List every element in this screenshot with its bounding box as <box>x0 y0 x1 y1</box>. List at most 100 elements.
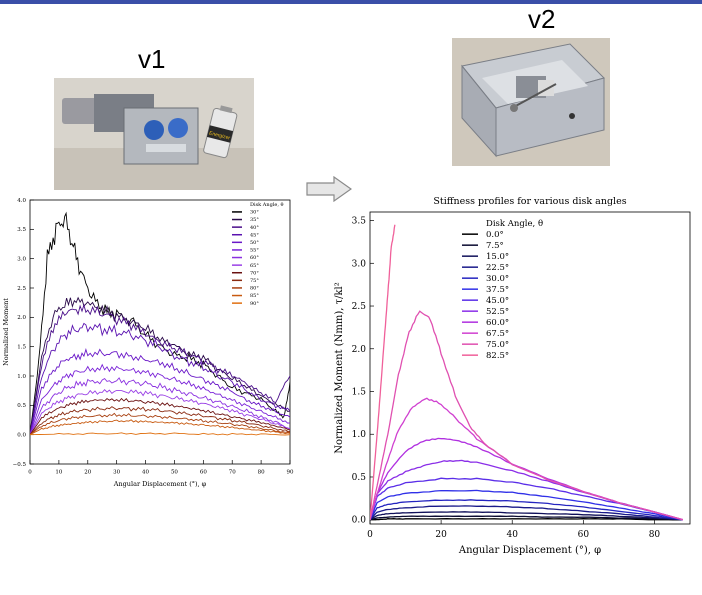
series-line-4 <box>370 505 683 521</box>
battery-label: Energizer <box>208 130 231 141</box>
legend-entry: 60° <box>250 255 259 261</box>
legend-title: Disk Angle, θ <box>486 219 543 229</box>
plot-frame <box>29 199 291 465</box>
x-tick-label: 60 <box>200 470 207 476</box>
x-tick-label: 50 <box>171 470 178 476</box>
series-line-11 <box>30 412 290 436</box>
y-tick-label: −0.5 <box>13 462 27 468</box>
plot-frame <box>369 211 691 525</box>
y-tick-label: 2.5 <box>352 302 367 312</box>
series-line-6 <box>30 363 290 435</box>
legend-entry: 85° <box>250 293 259 299</box>
prototype-photo-v1: Energizer <box>54 78 254 190</box>
series-line-5 <box>30 347 290 435</box>
legend-entry: 65° <box>250 263 259 269</box>
series-line-10 <box>30 406 290 436</box>
y-tick-label: 0.5 <box>17 403 26 409</box>
x-axis-label: Angular Displacement (°), φ <box>113 480 207 488</box>
legend-entry: 22.5° <box>486 263 509 273</box>
y-axis-label: Normalized Moment <box>2 298 10 366</box>
legend-entry: 50° <box>250 240 259 246</box>
legend-entry: 55° <box>250 248 259 254</box>
y-tick-label: 3.5 <box>17 227 26 233</box>
series-line-2 <box>30 296 290 435</box>
series-line-9 <box>30 397 290 435</box>
y-tick-label: 0.0 <box>17 433 26 439</box>
x-tick-label: 30 <box>113 470 120 476</box>
series-line-12 <box>370 224 396 520</box>
x-tick-label: 80 <box>649 530 661 540</box>
title-bar-strip <box>0 0 702 4</box>
legend-entry: 70° <box>250 270 259 276</box>
chart-v2: Stiffness profiles for various disk angl… <box>322 190 702 560</box>
legend-entry: 30.0° <box>486 274 509 284</box>
prototype-photo-v1-icon: Energizer <box>54 78 254 190</box>
y-tick-label: 1.5 <box>352 388 367 398</box>
y-tick-label: 2.0 <box>352 345 367 355</box>
series-line-8 <box>30 389 290 435</box>
x-tick-label: 20 <box>435 530 447 540</box>
legend-entry: 75.0° <box>486 340 509 350</box>
chart-v2-svg: Stiffness profiles for various disk angl… <box>334 196 691 556</box>
x-tick-label: 40 <box>142 470 149 476</box>
x-axis-label: Angular Displacement (°), φ <box>458 545 601 556</box>
x-tick-label: 10 <box>55 470 62 476</box>
series-line-3 <box>370 511 683 521</box>
legend-entry: 45° <box>250 232 259 238</box>
y-tick-label: 0.5 <box>352 473 367 483</box>
chart-v1: 0 10 20 30 40 50 60 70 80 90 −0.5 0.0 0.5 1.0 1.5 2.0 2.… <box>0 192 296 494</box>
y-tick-label: 3.5 <box>352 217 367 227</box>
y-tick-label: 1.5 <box>17 345 26 351</box>
x-tick-label: 40 <box>506 530 518 540</box>
legend-entry: 67.5° <box>486 329 509 339</box>
legend-entry: 40° <box>250 225 259 231</box>
chart-v1-svg: 0 10 20 30 40 50 60 70 80 90 −0.5 0.0 0.5 1.0 1.5 2.0 2.… <box>2 198 294 488</box>
legend-entry: 45.0° <box>486 296 509 306</box>
series-line-5 <box>370 499 684 521</box>
x-tick-label: 0 <box>367 530 373 540</box>
prototype-photo-v2 <box>452 38 610 166</box>
x-tick-label: 60 <box>578 530 590 540</box>
series-line-2 <box>370 515 683 521</box>
series-line-13 <box>30 432 290 436</box>
legend-entry: 7.5° <box>486 241 504 251</box>
series-line-6 <box>370 489 684 521</box>
y-tick-label: 2.5 <box>17 286 26 292</box>
label-v1: v1 <box>138 44 166 74</box>
legend-entry: 37.5° <box>486 285 509 295</box>
series-line-1 <box>370 518 683 521</box>
y-tick-label: 0.0 <box>352 516 367 526</box>
series-line-3 <box>30 303 290 435</box>
prototype-photo-v2-icon <box>452 38 610 166</box>
series-group <box>370 224 684 521</box>
y-tick-label: 4.0 <box>17 198 26 204</box>
x-tick-label: 0 <box>28 470 32 476</box>
legend-entry: 35° <box>250 217 259 223</box>
series-group <box>30 211 290 436</box>
legend-entry: 90° <box>250 301 259 307</box>
legend-entry: 82.5° <box>486 351 509 361</box>
series-line-11 <box>370 310 684 521</box>
chart-title: Stiffness profiles for various disk angl… <box>433 196 626 207</box>
legend-entry: 80° <box>250 286 259 292</box>
x-tick-label: 90 <box>287 470 294 476</box>
y-axis-label: Normalized Moment (Nmm), τ/kl² <box>334 282 345 454</box>
y-tick-label: 1.0 <box>352 430 367 440</box>
x-tick-label: 80 <box>258 470 265 476</box>
label-v2: v2 <box>528 4 556 34</box>
legend-entry: 75° <box>250 278 259 284</box>
legend-title: Disk Angle, θ <box>250 202 284 208</box>
legend-entry: 0.0° <box>486 230 504 240</box>
x-tick-label: 20 <box>84 470 91 476</box>
series-line-4 <box>30 322 290 435</box>
legend-entry: 15.0° <box>486 252 509 262</box>
legend-entry: 52.5° <box>486 307 509 317</box>
legend-entry: 30° <box>250 210 259 216</box>
y-tick-label: 3.0 <box>17 257 26 263</box>
legend-entry: 60.0° <box>486 318 509 328</box>
series-line-7 <box>30 377 290 435</box>
x-tick-label: 70 <box>229 470 236 476</box>
right-arrow-icon <box>306 176 352 202</box>
y-tick-label: 3.0 <box>352 259 367 269</box>
y-tick-label: 1.0 <box>17 374 26 380</box>
